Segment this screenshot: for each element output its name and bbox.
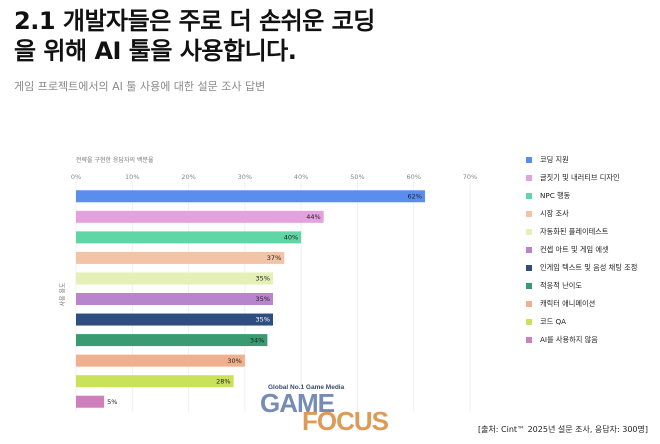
bar — [76, 251, 285, 264]
legend-item: 적응적 난이도 — [526, 281, 656, 291]
plot-caption: 전략을 구현한 응답자의 백분율 — [76, 157, 154, 164]
legend-swatch — [526, 157, 532, 163]
data-label: 62% — [408, 192, 422, 200]
data-label: 35% — [256, 295, 270, 303]
legend-label: 자동화된 플레이테스트 — [540, 227, 609, 236]
bar — [76, 231, 302, 244]
bar — [76, 272, 273, 285]
legend-item: 시장 조사 — [526, 209, 656, 219]
bar — [76, 334, 268, 347]
legend-item: 캐릭터 애니메이션 — [526, 299, 656, 309]
data-label: 5% — [107, 398, 117, 406]
x-tick-label: 70% — [463, 173, 477, 181]
legend-item: NPC 행동 — [526, 191, 656, 201]
bar — [76, 375, 234, 388]
legend-swatch — [526, 283, 532, 289]
data-label: 35% — [256, 275, 270, 283]
watermark-game-text: GAME — [260, 388, 335, 418]
legend-swatch — [526, 337, 532, 343]
legend-label: 적응적 난이도 — [540, 281, 582, 290]
legend-label: 인게임 텍스트 및 음성 채팅 조정 — [540, 263, 638, 272]
legend-item: 인게임 텍스트 및 음성 채팅 조정 — [526, 263, 656, 273]
bar — [76, 313, 273, 326]
bar — [76, 395, 105, 408]
legend-item: 자동화된 플레이테스트 — [526, 227, 656, 237]
legend-swatch — [526, 211, 532, 217]
data-label: 34% — [250, 336, 264, 344]
data-label: 37% — [267, 254, 281, 262]
gamefocus-watermark-logo: Global No.1 Game Media GAME FOCUS — [258, 384, 408, 436]
data-label: 28% — [216, 377, 230, 385]
legend-label: 글짓기 및 내러티브 디자인 — [540, 173, 620, 182]
legend-label: AI를 사용하지 않음 — [540, 335, 598, 344]
x-tick-label: 40% — [294, 173, 308, 181]
heading-line-1: 2.1 개발자들은 주로 더 손쉬운 코딩 — [14, 6, 614, 36]
x-tick-label: 50% — [350, 173, 364, 181]
legend-item: 코딩 지원 — [526, 155, 656, 165]
bar — [76, 210, 324, 223]
x-tick-label: 60% — [406, 173, 420, 181]
x-tick-label: 10% — [125, 173, 139, 181]
source-note: [출처: Cint™ 2025년 설문 조사, 응답자: 300명] — [477, 425, 648, 434]
section-number: 2.1 — [14, 7, 56, 35]
legend-swatch — [526, 193, 532, 199]
x-tick-label: 30% — [238, 173, 252, 181]
bar — [76, 354, 245, 367]
legend-label: 컨셉 아트 및 게임 에셋 — [540, 245, 609, 254]
legend-swatch — [526, 301, 532, 307]
legend-label: 코딩 지원 — [540, 155, 569, 164]
legend-label: 코드 QA — [540, 317, 567, 326]
legend-item: 글짓기 및 내러티브 디자인 — [526, 173, 656, 183]
legend-label: 캐릭터 애니메이션 — [540, 299, 596, 308]
legend-swatch — [526, 319, 532, 325]
heading-line-1-text: 개발자들은 주로 더 손쉬운 코딩 — [55, 7, 375, 35]
legend-swatch — [526, 175, 532, 181]
x-tick-label: 0% — [71, 173, 81, 181]
legend-swatch — [526, 229, 532, 235]
data-label: 44% — [306, 213, 320, 221]
data-label: 30% — [227, 357, 241, 365]
heading-line-2: 을 위해 AI 툴을 사용합니다. — [14, 37, 297, 65]
data-label: 40% — [284, 234, 298, 242]
legend-item: 컨셉 아트 및 게임 에셋 — [526, 245, 656, 255]
legend-item: AI를 사용하지 않음 — [526, 335, 656, 345]
watermark-tagline: Global No.1 Game Media — [268, 384, 345, 391]
legend-item: 코드 QA — [526, 317, 656, 327]
legend-label: NPC 행동 — [540, 191, 571, 200]
bar — [76, 190, 425, 203]
page-heading: 2.1 개발자들은 주로 더 손쉬운 코딩 을 위해 AI 툴을 사용합니다. — [14, 6, 614, 66]
x-tick-label: 20% — [181, 173, 195, 181]
legend-swatch — [526, 247, 532, 253]
chart-subtitle: 게임 프로젝트에서의 AI 툴 사용에 대한 설문 조사 답변 — [14, 80, 266, 93]
bar — [76, 293, 273, 305]
legend-swatch — [526, 265, 532, 271]
data-label: 35% — [256, 316, 270, 324]
legend-label: 시장 조사 — [540, 209, 569, 218]
watermark-focus-text: FOCUS — [302, 406, 389, 436]
